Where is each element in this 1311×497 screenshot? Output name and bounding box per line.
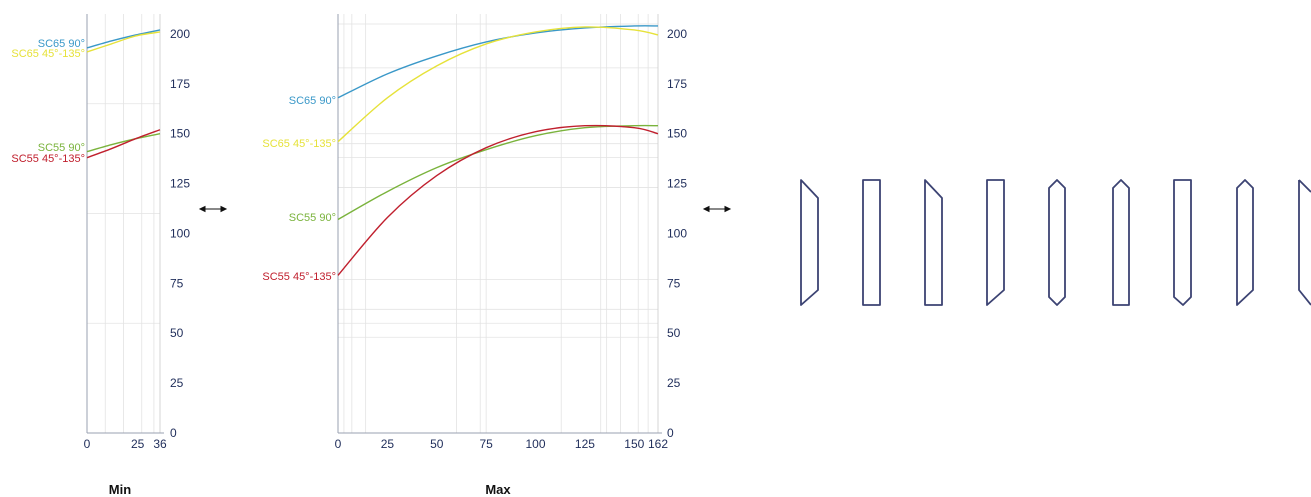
x-tick-label: 75 [479,437,493,451]
y-tick-label: 75 [667,276,681,290]
series-label: SC65 45°-135° [11,48,85,60]
x-tick-label: 162 [648,437,668,451]
y-tick-label: 150 [170,127,190,141]
x-tick-label: 25 [381,437,395,451]
profile-shapes [800,179,1311,306]
y-tick-label: 125 [170,177,190,191]
double-arrow-icon [198,205,228,213]
y-tick-label: 50 [667,326,681,340]
series-label: SC65 45°-135° [262,138,336,150]
x-tick-label: 100 [526,437,546,451]
series-label: SC65 90° [289,95,336,107]
x-tick-label: 36 [153,437,167,451]
profile-both-bevel [1048,179,1066,306]
series-label: SC55 45°-135° [11,153,85,165]
profile-flat [862,179,881,306]
profile-right-bevel [986,179,1005,306]
y-tick-label: 25 [170,376,184,390]
y-tick-label: 175 [170,77,190,91]
y-tick-label: 25 [667,376,681,390]
y-tick-label: 200 [667,27,687,41]
y-tick-label: 125 [667,177,687,191]
profile-left-bevel [924,179,943,306]
x-tick-label: 0 [84,437,91,451]
x-tick-label: 0 [335,437,342,451]
series-label: SC65 90° [38,38,85,50]
y-tick-label: 100 [170,226,190,240]
series-line [86,129,161,159]
x-tick-label: 25 [131,437,145,451]
series-label: SC55 90° [289,212,336,224]
profile-both-bevel [1236,179,1254,306]
x-tick-label: 150 [624,437,644,451]
series-label: SC55 90° [38,142,85,154]
series-line [86,31,161,53]
y-tick-label: 75 [170,276,184,290]
max-chart: 0 25 50 75 100 125 150 162025507510012515017520… [262,14,687,497]
double-arrow-icon [702,205,732,213]
series-label: SC55 45°-135° [262,271,336,283]
y-tick-label: 100 [667,226,687,240]
y-tick-label: 0 [667,426,674,440]
profile-flat-bottom-point [1173,179,1192,306]
series-line [337,124,659,221]
y-tick-label: 0 [170,426,177,440]
chart-caption: Max [485,482,511,497]
chart-caption: Min [109,482,131,497]
profile-right-bevel-partial [1298,179,1311,306]
grid [338,14,658,433]
series-line [337,25,659,99]
grid [86,14,160,433]
y-tick-label: 175 [667,77,687,91]
y-tick-label: 150 [667,127,687,141]
profile-left-bevel [800,179,819,306]
y-tick-label: 200 [170,27,190,41]
series-line [337,26,659,143]
y-tick-label: 50 [170,326,184,340]
x-tick-label: 125 [575,437,595,451]
series-line [86,29,161,49]
series-line [337,124,659,276]
series-line [86,133,161,153]
x-tick-label: 50 [430,437,444,451]
profile-both-bevel [1112,179,1130,306]
